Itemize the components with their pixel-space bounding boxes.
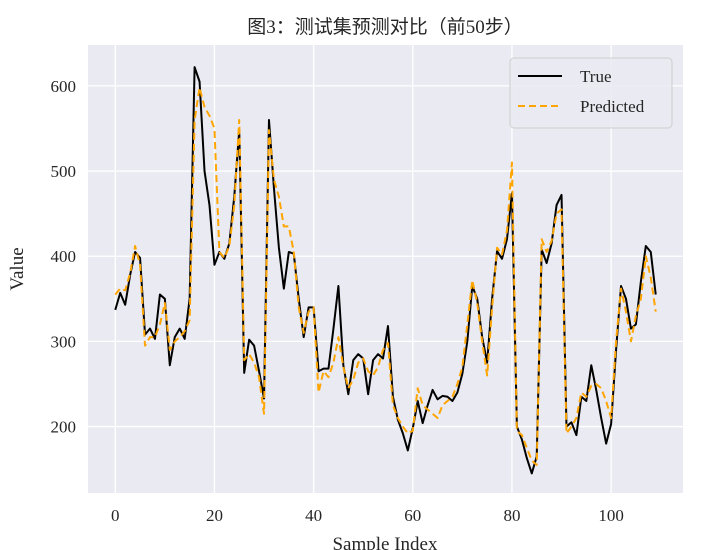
y-tick-label: 500 <box>51 162 77 181</box>
y-tick-label: 400 <box>51 247 77 266</box>
series-line-predicted <box>114 86 657 466</box>
x-tick-label: 20 <box>206 506 223 525</box>
x-tick-label: 100 <box>598 506 624 525</box>
y-tick-label: 200 <box>51 418 77 437</box>
y-tick-label: 600 <box>51 77 77 96</box>
legend-label-true: True <box>580 67 612 86</box>
x-tick-label: 60 <box>404 506 421 525</box>
series-line-true <box>114 66 657 475</box>
x-tick-label: 80 <box>503 506 520 525</box>
y-tick-label: 300 <box>51 332 77 351</box>
x-tick-label: 40 <box>305 506 322 525</box>
legend-label-predicted: Predicted <box>580 97 645 116</box>
legend: True Predicted <box>509 57 673 129</box>
x-tick-label: 0 <box>111 506 120 525</box>
y-axis-label: Value <box>7 247 28 290</box>
ticks: 0 20 40 60 80 100 200 300 400 500 600 <box>51 77 624 525</box>
chart-title: 图3：测试集预测对比（前50步） <box>247 16 523 38</box>
x-axis-label: Sample Index <box>332 534 438 550</box>
series-group <box>114 66 657 475</box>
